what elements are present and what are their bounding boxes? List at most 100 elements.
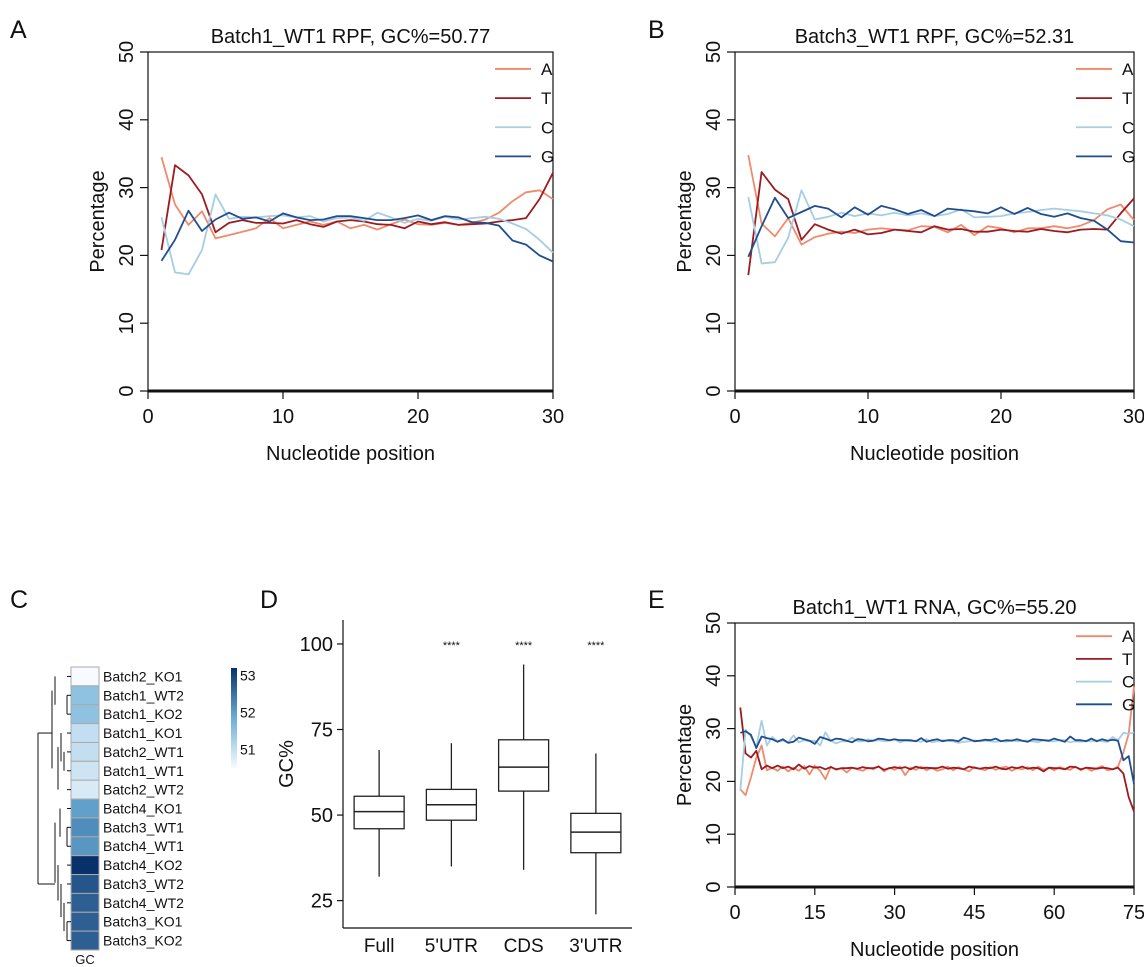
- series-line-t: [739, 707, 1135, 812]
- x-tick-label: 0: [729, 406, 740, 428]
- x-tick-label: 45: [963, 902, 985, 924]
- heatmap-row-label: Batch4_WT2: [103, 895, 184, 911]
- y-tick-label: 10: [703, 312, 725, 334]
- x-tick-label: 20: [990, 406, 1012, 428]
- legend-label-t: T: [541, 89, 551, 108]
- y-tick-label: 0: [116, 385, 138, 396]
- y-tick-label: 50: [116, 41, 138, 63]
- legend-label-c: C: [1122, 118, 1134, 137]
- legend-label-g: G: [1122, 695, 1135, 714]
- y-tick-label: 40: [703, 109, 725, 131]
- x-tick-label: 10: [272, 406, 294, 428]
- legend-label-g: G: [541, 147, 554, 166]
- colorbar-tick-label: 51: [240, 741, 256, 757]
- colorbar: [231, 668, 237, 768]
- y-axis-label: Percentage: [674, 704, 696, 806]
- legend-label-a: A: [1122, 627, 1134, 646]
- heatmap-row-label: Batch2_WT2: [103, 782, 184, 798]
- y-tick-label: 0: [703, 881, 725, 892]
- heatmap-row-label: Batch3_WT2: [103, 876, 184, 892]
- panel-letter-e: E: [648, 586, 665, 614]
- x-tick-label: 30: [883, 902, 905, 924]
- panel-b-line-chart: Batch3_WT1 RPF, GC%=52.31 0 10 20 30 40 50 0 10 2…: [674, 26, 1144, 465]
- series-line-g: [160, 209, 554, 263]
- series-line-g: [740, 730, 1135, 785]
- plot-frame: [734, 622, 1135, 888]
- significance-label: ****: [443, 640, 461, 652]
- y-tick-label: 30: [703, 717, 725, 739]
- panel-d-boxplot: 25 50 75 100 GC% Full 5'UTR **** CDS **** 3'UTR ***…: [276, 620, 632, 957]
- x-tick-label: 3'UTR: [569, 936, 622, 957]
- colorbar-tick-label: 52: [240, 704, 256, 720]
- x-tick-label: 75: [1123, 902, 1144, 924]
- series-line-g: [747, 196, 1135, 258]
- panel-letter-a: A: [10, 16, 27, 44]
- x-tick-label: 0: [729, 902, 740, 924]
- heatmap-cell: [70, 704, 100, 725]
- heatmap-cell: [70, 836, 100, 857]
- heatmap-cell: [70, 874, 100, 894]
- panel-a-line-chart: Batch1_WT1 RPF, GC%=50.77 0 10 20 30 40 50 0 10 2…: [87, 26, 564, 465]
- heatmap-cell: [70, 760, 100, 781]
- heatmap-row-label: Batch3_WT1: [103, 819, 184, 835]
- heatmap-row-label: Batch1_WT2: [103, 687, 184, 703]
- panel-c-heatmap: Batch2_KO1 Batch1_WT2 Batch1_KO2 Batch1_KO1…: [37, 666, 256, 967]
- y-tick-label: 10: [116, 312, 138, 334]
- x-tick-label: Full: [364, 936, 395, 957]
- x-tick-label: 30: [1123, 406, 1144, 428]
- heatmap-row-label: Batch3_KO2: [103, 933, 183, 949]
- y-tick-label: 30: [116, 176, 138, 198]
- legend-label-t: T: [1122, 650, 1132, 669]
- series-line-c: [160, 193, 554, 276]
- heatmap-cell: [70, 685, 100, 706]
- x-axis-label: Nucleotide position: [850, 443, 1019, 465]
- y-tick-label: 20: [703, 244, 725, 266]
- y-axis-label: GC%: [276, 740, 298, 788]
- x-axis-label: Nucleotide position: [266, 443, 435, 465]
- colorbar-tick-label: 53: [240, 667, 256, 683]
- legend-label-a: A: [541, 60, 553, 79]
- chart-title: Batch1_WT1 RPF, GC%=50.77: [211, 26, 491, 48]
- series-line-a: [747, 154, 1135, 246]
- heatmap-cell: [70, 930, 100, 951]
- heatmap-cell: [70, 666, 100, 687]
- x-tick-label: 15: [804, 902, 826, 924]
- heatmap-row-label: Batch4_KO1: [103, 801, 183, 817]
- heatmap-column-label: GC: [75, 952, 95, 967]
- heatmap-row-label: Batch4_WT1: [103, 838, 184, 854]
- heatmap-row-label: Batch1_KO1: [103, 725, 183, 741]
- heatmap-row-label: Batch4_KO2: [103, 857, 183, 873]
- heatmap-row-label: Batch1_WT1: [103, 763, 184, 779]
- y-tick-label: 100: [300, 634, 333, 656]
- x-tick-label: 30: [542, 406, 564, 428]
- legend-label-c: C: [1122, 673, 1134, 692]
- panel-e-line-chart: Batch1_WT1 RNA, GC%=55.20 0 10 20 30 40 50 0 15 3…: [674, 597, 1144, 961]
- series-line-c: [739, 719, 1135, 791]
- x-tick-label: 10: [857, 406, 879, 428]
- legend-label-c: C: [541, 118, 553, 137]
- y-tick-label: 50: [703, 612, 725, 634]
- y-tick-label: 50: [703, 41, 725, 63]
- y-axis-label: Percentage: [674, 170, 696, 272]
- heatmap-cell: [70, 817, 100, 838]
- heatmap-cell: [70, 911, 100, 932]
- box-iqr: [353, 795, 405, 830]
- legend-label-g: G: [1122, 147, 1135, 166]
- x-tick-label: 5'UTR: [425, 936, 478, 957]
- heatmap-cell: [70, 855, 100, 876]
- series-line-t: [747, 171, 1135, 276]
- significance-label: ****: [515, 640, 533, 652]
- series-line-a: [739, 686, 1135, 796]
- x-axis-label: Nucleotide position: [850, 939, 1019, 961]
- y-tick-label: 50: [311, 805, 333, 827]
- y-tick-label: 20: [703, 770, 725, 792]
- chart-title: Batch1_WT1 RNA, GC%=55.20: [792, 597, 1076, 619]
- x-tick-label: CDS: [504, 936, 544, 957]
- y-tick-label: 0: [703, 385, 725, 396]
- panel-letter-b: B: [648, 16, 665, 44]
- y-tick-label: 20: [116, 244, 138, 266]
- x-tick-label: 60: [1043, 902, 1065, 924]
- heatmap-row-label: Batch2_WT1: [103, 744, 184, 760]
- y-tick-label: 40: [116, 109, 138, 131]
- chart-title: Batch3_WT1 RPF, GC%=52.31: [795, 26, 1075, 48]
